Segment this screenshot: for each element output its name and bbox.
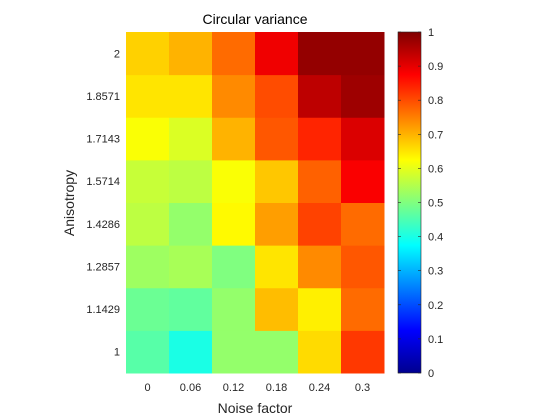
heatmap-cell [298, 245, 342, 289]
heatmap-cell [126, 202, 170, 246]
heatmap-cell [169, 245, 213, 289]
heatmap-cell [341, 117, 385, 161]
heatmap-cell [126, 32, 170, 76]
heatmap-cell [298, 117, 342, 161]
heatmap-cell [341, 245, 385, 289]
x-tick-label: 0.12 [223, 382, 244, 394]
heatmap-cell [212, 202, 256, 246]
colorbar [397, 31, 422, 374]
colorbar-tick-label: 0.3 [428, 266, 443, 278]
colorbar-tick-label: 0.5 [428, 198, 443, 210]
y-tick-label: 1.1429 [86, 304, 120, 316]
heatmap-cell [212, 159, 256, 203]
heatmap-cell [298, 74, 342, 118]
heatmap-cell [341, 32, 385, 76]
heatmap-cell [298, 159, 342, 203]
heatmap-cell [212, 117, 256, 161]
y-tick-label: 1.5714 [86, 176, 120, 188]
y-axis-label: Anisotropy [61, 170, 77, 236]
heatmap-cell [212, 32, 256, 76]
heatmap-cell [169, 202, 213, 246]
heatmap-cell [126, 159, 170, 203]
colorbar-tick-label: 0.1 [428, 334, 443, 346]
heatmap-cell [169, 287, 213, 331]
colorbar-tick-label: 0.9 [428, 61, 443, 73]
heatmap-cell [126, 117, 170, 161]
heatmap-cell [126, 74, 170, 118]
heatmap-cell [255, 117, 299, 161]
x-tick-label: 0.3 [355, 382, 370, 394]
heatmap-cell [169, 330, 213, 374]
heatmap-cell [341, 159, 385, 203]
heatmap-cell [169, 74, 213, 118]
heatmap-cell [255, 202, 299, 246]
heatmap-cell [212, 287, 256, 331]
heatmap-cell [169, 32, 213, 76]
heatmap-cell [255, 287, 299, 331]
x-axis-label: Noise factor [218, 400, 293, 416]
heatmap-cell [255, 32, 299, 76]
y-tick-label: 1.7143 [86, 134, 120, 146]
colorbar-tick-label: 0.2 [428, 300, 443, 312]
heatmap-cell [126, 245, 170, 289]
heatmap-cell [298, 330, 342, 374]
colorbar-tick-label: 1 [428, 27, 434, 39]
heatmap-cell [255, 159, 299, 203]
colorbar-ticks: 0 0.1 0.2 0.3 0.4 0.5 0.6 0.7 0.8 0.9 1 [398, 27, 443, 380]
heatmap-cell [298, 202, 342, 246]
heatmap-cell [341, 202, 385, 246]
heatmap-cell [341, 287, 385, 331]
heatmap-cell [212, 330, 256, 374]
heatmap-cell [126, 287, 170, 331]
heatmap-cell [212, 245, 256, 289]
x-tick-label: 0.18 [266, 382, 287, 394]
y-axis-ticks: 1 1.1429 1.2857 1.4286 1.5714 1.7143 1.8571 2 [86, 48, 120, 358]
heatmap-cell [126, 330, 170, 374]
colorbar-tick-label: 0.6 [428, 163, 443, 175]
y-tick-label: 2 [114, 48, 120, 60]
heatmap-cell [298, 287, 342, 331]
heatmap-cell [298, 32, 342, 76]
x-tick-label: 0 [144, 382, 150, 394]
y-tick-label: 1.2857 [86, 261, 120, 273]
heatmap-cell [255, 330, 299, 374]
colorbar-tick-label: 0.8 [428, 95, 443, 107]
chart-title: Circular variance [202, 11, 307, 27]
heatmap-cells [126, 32, 385, 374]
colorbar-tick-label: 0 [428, 368, 434, 380]
colorbar-tick-label: 0.4 [428, 232, 443, 244]
y-tick-label: 1.4286 [86, 219, 120, 231]
x-axis-ticks: 0 0.06 0.12 0.18 0.24 0.3 [144, 382, 370, 394]
heatmap-cell [255, 245, 299, 289]
y-tick-label: 1 [114, 347, 120, 359]
heatmap-cell [341, 330, 385, 374]
x-tick-label: 0.06 [180, 382, 201, 394]
colorbar-tick-label: 0.7 [428, 129, 443, 141]
x-tick-label: 0.24 [309, 382, 330, 394]
heatmap-cell [212, 74, 256, 118]
heatmap-cell [341, 74, 385, 118]
heatmap-cell [255, 74, 299, 118]
heatmap-cell [169, 159, 213, 203]
y-tick-label: 1.8571 [86, 91, 120, 103]
heatmap-cell [169, 117, 213, 161]
